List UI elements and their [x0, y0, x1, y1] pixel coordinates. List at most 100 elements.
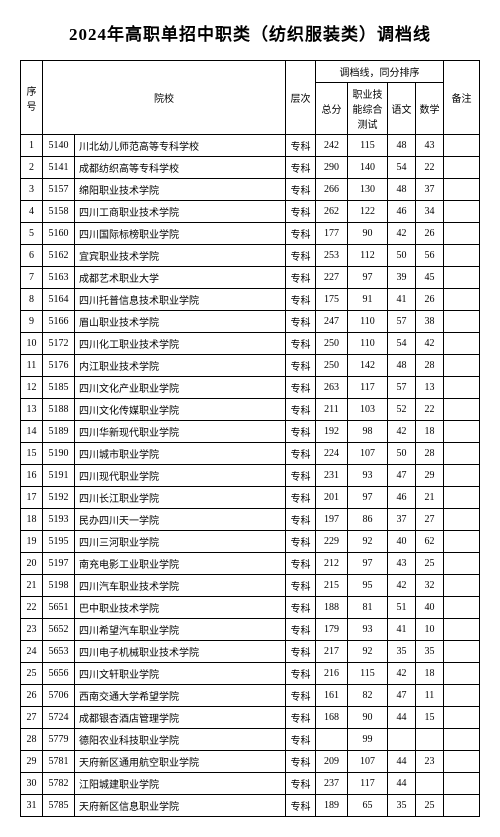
- cell-seq: 3: [21, 179, 43, 201]
- cell-level: 专科: [286, 157, 316, 179]
- cell-seq: 24: [21, 641, 43, 663]
- cell-skill: 92: [348, 531, 388, 553]
- cell-lang: 52: [388, 399, 416, 421]
- cell-code: 5192: [43, 487, 75, 509]
- cell-code: 5158: [43, 201, 75, 223]
- cell-lang: 47: [388, 685, 416, 707]
- cell-note: [444, 267, 480, 289]
- cell-note: [444, 663, 480, 685]
- cell-math: 22: [416, 157, 444, 179]
- cell-lang: 44: [388, 751, 416, 773]
- cell-note: [444, 553, 480, 575]
- cell-lang: 51: [388, 597, 416, 619]
- cell-skill: 140: [348, 157, 388, 179]
- cell-math: 28: [416, 443, 444, 465]
- cell-code: 5172: [43, 333, 75, 355]
- cell-seq: 21: [21, 575, 43, 597]
- cell-math: 43: [416, 135, 444, 157]
- cell-skill: 99: [348, 729, 388, 751]
- cell-total: 237: [316, 773, 348, 795]
- cell-level: 专科: [286, 267, 316, 289]
- cell-lang: 42: [388, 663, 416, 685]
- cell-total: 175: [316, 289, 348, 311]
- cell-skill: 107: [348, 751, 388, 773]
- cell-math: 22: [416, 399, 444, 421]
- cell-skill: 115: [348, 135, 388, 157]
- cell-code: 5653: [43, 641, 75, 663]
- cell-total: 266: [316, 179, 348, 201]
- cell-school: 四川国际标榜职业学院: [75, 223, 286, 245]
- cell-lang: 37: [388, 509, 416, 531]
- cell-code: 5785: [43, 795, 75, 817]
- cell-skill: 107: [348, 443, 388, 465]
- cell-level: 专科: [286, 377, 316, 399]
- cell-math: 40: [416, 597, 444, 619]
- table-row: 85164四川托普信息技术职业学院专科175914126: [21, 289, 480, 311]
- header-math: 数学: [416, 83, 444, 135]
- cell-code: 5781: [43, 751, 75, 773]
- cell-school: 眉山职业技术学院: [75, 311, 286, 333]
- cell-total: 250: [316, 333, 348, 355]
- cell-school: 天府新区信息职业学院: [75, 795, 286, 817]
- cell-code: 5191: [43, 465, 75, 487]
- cell-school: 巴中职业技术学院: [75, 597, 286, 619]
- cell-math: 45: [416, 267, 444, 289]
- table-row: 255656四川文轩职业学院专科2161154218: [21, 663, 480, 685]
- cell-level: 专科: [286, 465, 316, 487]
- cell-level: 专科: [286, 663, 316, 685]
- table-row: 245653四川电子机械职业技术学院专科217923535: [21, 641, 480, 663]
- cell-seq: 11: [21, 355, 43, 377]
- cell-level: 专科: [286, 729, 316, 751]
- cell-school: 四川华新现代职业学院: [75, 421, 286, 443]
- cell-code: 5651: [43, 597, 75, 619]
- cell-level: 专科: [286, 553, 316, 575]
- header-level: 层次: [286, 61, 316, 135]
- cell-total: 229: [316, 531, 348, 553]
- cell-note: [444, 399, 480, 421]
- cell-seq: 13: [21, 399, 43, 421]
- cell-note: [444, 311, 480, 333]
- cell-total: 263: [316, 377, 348, 399]
- cell-math: 56: [416, 245, 444, 267]
- cell-skill: 92: [348, 641, 388, 663]
- cell-note: [444, 487, 480, 509]
- cell-code: 5782: [43, 773, 75, 795]
- cell-note: [444, 795, 480, 817]
- cell-seq: 7: [21, 267, 43, 289]
- cell-total: 177: [316, 223, 348, 245]
- cell-code: 5160: [43, 223, 75, 245]
- table-row: 125185四川文化产业职业学院专科2631175713: [21, 377, 480, 399]
- cell-level: 专科: [286, 795, 316, 817]
- cell-math: 62: [416, 531, 444, 553]
- cell-school: 南充电影工业职业学院: [75, 553, 286, 575]
- cell-code: 5652: [43, 619, 75, 641]
- cell-school: 成都银杏酒店管理学院: [75, 707, 286, 729]
- header-seq: 序号: [21, 61, 43, 135]
- cell-note: [444, 619, 480, 641]
- cell-math: 13: [416, 377, 444, 399]
- cell-math: 32: [416, 575, 444, 597]
- cell-lang: 41: [388, 289, 416, 311]
- table-row: 135188四川文化传媒职业学院专科2111035222: [21, 399, 480, 421]
- cell-code: 5164: [43, 289, 75, 311]
- cell-note: [444, 245, 480, 267]
- cell-lang: 43: [388, 553, 416, 575]
- cell-total: 209: [316, 751, 348, 773]
- cell-school: 川北幼儿师范高等专科学校: [75, 135, 286, 157]
- cell-skill: 103: [348, 399, 388, 421]
- cell-skill: 81: [348, 597, 388, 619]
- table-row: 315785天府新区信息职业学院专科189653525: [21, 795, 480, 817]
- table-row: 65162宜宾职业技术学院专科2531125056: [21, 245, 480, 267]
- cell-lang: 40: [388, 531, 416, 553]
- cell-code: 5162: [43, 245, 75, 267]
- cell-note: [444, 729, 480, 751]
- table-row: 295781天府新区通用航空职业学院专科2091074423: [21, 751, 480, 773]
- cell-seq: 25: [21, 663, 43, 685]
- cell-school: 西南交通大学希望学院: [75, 685, 286, 707]
- cell-code: 5656: [43, 663, 75, 685]
- cell-skill: 98: [348, 421, 388, 443]
- cell-lang: 46: [388, 487, 416, 509]
- cell-code: 5166: [43, 311, 75, 333]
- cell-lang: 57: [388, 311, 416, 333]
- cell-seq: 29: [21, 751, 43, 773]
